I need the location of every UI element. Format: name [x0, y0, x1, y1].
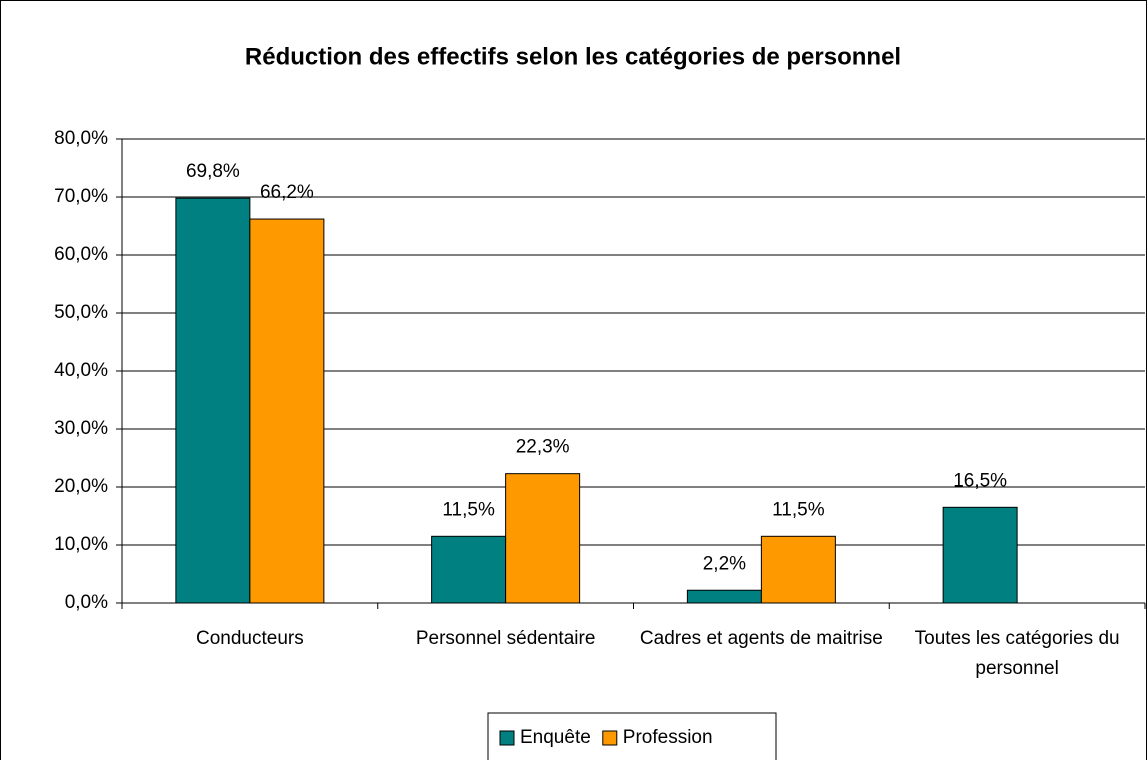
data-label: 2,2% — [703, 553, 746, 574]
y-tick-label: 70,0% — [54, 186, 108, 207]
y-tick-label: 10,0% — [54, 534, 108, 555]
data-label: 11,5% — [442, 499, 495, 520]
y-tick-label: 30,0% — [54, 418, 108, 439]
y-tick-label: 20,0% — [54, 476, 108, 497]
bar — [760, 535, 836, 604]
bar — [686, 589, 762, 604]
x-tick-label: Conducteurs — [196, 628, 304, 649]
data-label: 66,2% — [260, 182, 314, 203]
data-label: 69,8% — [186, 161, 240, 182]
y-tick-label: 0,0% — [65, 592, 108, 613]
legend-label: Profession — [623, 727, 713, 748]
bar — [431, 535, 507, 604]
legend-label: Enquête — [520, 727, 591, 748]
data-label: 22,3% — [516, 437, 570, 458]
y-tick-label: 60,0% — [54, 244, 108, 265]
y-tick-label: 80,0% — [54, 128, 108, 149]
legend-swatch — [499, 730, 515, 746]
legend-swatch — [602, 730, 618, 746]
bar — [942, 506, 1018, 604]
y-tick-label: 40,0% — [54, 360, 108, 381]
chart-title: Réduction des effectifs selon les catégo… — [245, 43, 901, 70]
data-label: 11,5% — [772, 499, 825, 520]
x-tick-label: Cadres et agents de maitrise — [639, 628, 883, 649]
bar — [505, 473, 581, 604]
x-tick-label: Toutes les catégories du personnel — [914, 628, 1120, 679]
y-tick-label: 50,0% — [54, 302, 108, 323]
data-label: 16,5% — [953, 470, 1007, 491]
bar — [249, 218, 325, 604]
legend-box — [487, 712, 777, 760]
x-tick-label: Personnel sédentaire — [415, 628, 596, 649]
bar — [175, 197, 251, 604]
